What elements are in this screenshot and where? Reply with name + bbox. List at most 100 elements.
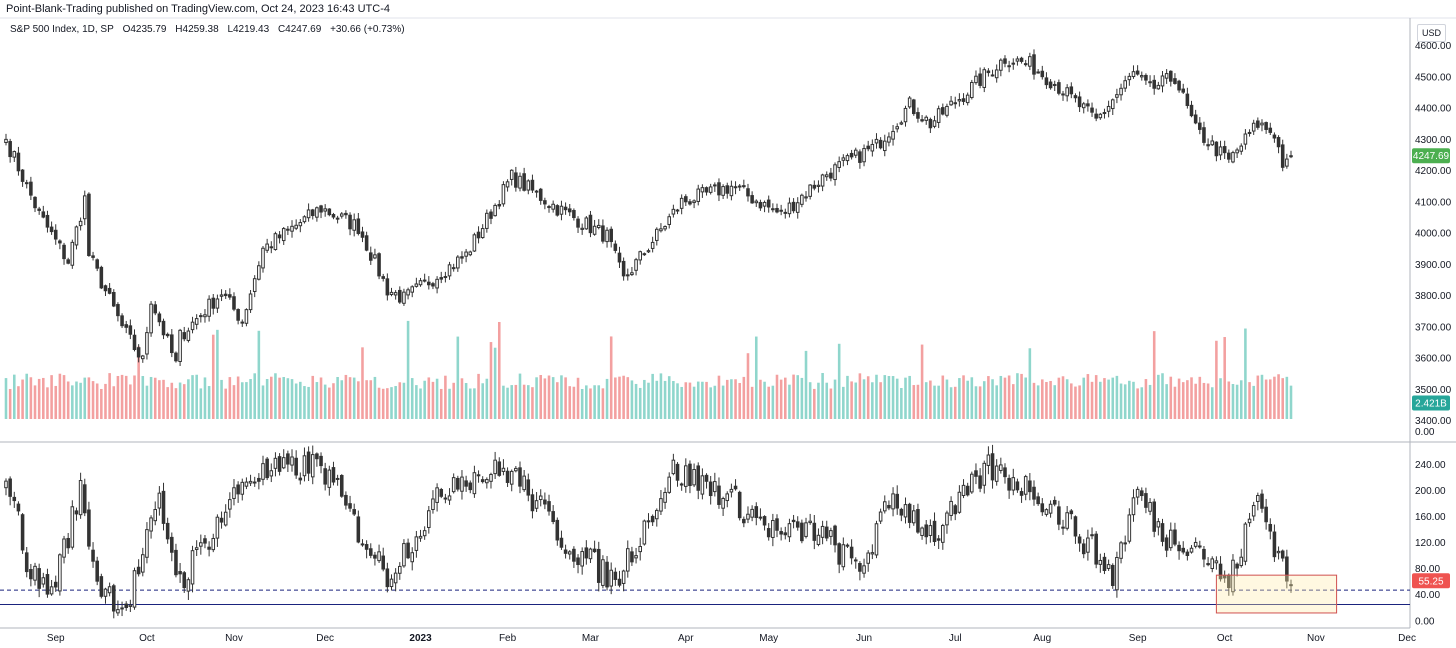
- candle-body: [965, 94, 970, 104]
- candle-body: [8, 141, 12, 158]
- volume-bar: [460, 378, 464, 419]
- volume-bar: [348, 377, 352, 419]
- volume-bar: [415, 385, 418, 419]
- oscillator-body: [16, 503, 21, 512]
- oscillator-body: [1052, 499, 1057, 505]
- symbol-name[interactable]: S&P 500 Index, 1D, SP: [10, 24, 114, 35]
- candle-body: [190, 321, 195, 331]
- volume-bar: [1148, 384, 1152, 419]
- volume-bar: [468, 388, 472, 419]
- oscillator-body: [1198, 545, 1202, 548]
- volume-bar: [1227, 381, 1231, 419]
- oscillator-body: [53, 581, 58, 588]
- price-tick-label: 4600.00: [1415, 41, 1452, 52]
- candle-body: [120, 315, 124, 327]
- candle-body: [957, 99, 962, 102]
- volume-bar: [133, 375, 136, 419]
- volume-bar: [13, 374, 16, 419]
- volume-bar: [352, 377, 356, 419]
- oscillator-body: [833, 525, 837, 546]
- volume-bar: [900, 387, 903, 419]
- candle-body: [961, 98, 966, 102]
- candle-body: [368, 252, 373, 261]
- candle-body: [398, 289, 402, 303]
- oscillator-body: [153, 509, 158, 522]
- candle-body: [1023, 63, 1028, 66]
- oscillator-body: [103, 588, 108, 597]
- candle-body: [584, 217, 589, 230]
- oscillator-body: [982, 462, 987, 486]
- candle-body: [377, 253, 381, 277]
- oscillator-body: [858, 562, 862, 572]
- volume-bar: [332, 383, 335, 419]
- candle-body: [215, 298, 220, 309]
- currency-button[interactable]: USD: [1417, 24, 1446, 42]
- candle-body: [1239, 145, 1244, 152]
- candle-body: [804, 196, 808, 199]
- candle-body: [157, 313, 162, 323]
- oscillator-body: [497, 461, 502, 476]
- volume-bar: [145, 385, 149, 419]
- candle-body: [659, 228, 663, 232]
- candle-body: [1032, 54, 1036, 75]
- candle-body: [1222, 146, 1227, 154]
- volume-bar: [1020, 373, 1023, 419]
- candle-body: [617, 252, 622, 263]
- oscillator-body: [281, 457, 286, 469]
- oscillator-body: [1069, 510, 1074, 515]
- oscillator-body: [1251, 505, 1256, 517]
- candle-body: [742, 185, 746, 188]
- volume-bar: [427, 377, 431, 419]
- candle-body: [953, 102, 958, 105]
- candle-body: [240, 321, 245, 324]
- candle-body: [74, 226, 79, 246]
- candle-body: [634, 259, 638, 271]
- symbol-legend: S&P 500 Index, 1D, SP O4235.79 H4259.38 …: [10, 24, 411, 35]
- candle-body: [899, 122, 904, 125]
- volume-bar: [1082, 377, 1086, 419]
- oscillator-body: [485, 479, 489, 484]
- volume-bar: [958, 378, 961, 419]
- candle-body: [882, 140, 887, 152]
- oscillator-body: [1164, 537, 1169, 551]
- candle-body: [132, 334, 137, 350]
- oscillator-body: [688, 463, 692, 487]
- volume-bar: [974, 386, 978, 419]
- oscillator-body: [186, 579, 191, 592]
- publisher-header: Point-Blank-Trading published on Trading…: [6, 3, 390, 15]
- price-tick-label: 3500.00: [1415, 385, 1452, 396]
- candle-body: [684, 196, 688, 203]
- volume-bar: [539, 375, 543, 419]
- oscillator-body: [965, 485, 970, 496]
- volume-bar: [129, 384, 132, 419]
- volume-bar: [1078, 385, 1081, 419]
- candle-body: [530, 179, 535, 191]
- volume-bar: [1273, 376, 1276, 419]
- oscillator-layer: [0, 444, 1410, 619]
- oscillator-body: [547, 501, 551, 512]
- oscillator-body: [1098, 559, 1103, 565]
- volume-bar: [261, 385, 265, 419]
- candle-body: [1247, 131, 1252, 134]
- candle-body: [66, 259, 70, 264]
- candle-body: [1210, 140, 1215, 146]
- candle-body: [29, 181, 33, 196]
- axis-layer: 4600.00 4500.00 4400.00 4300.00 4200.00 4100.…: [1412, 41, 1452, 627]
- volume-bar: [804, 350, 808, 419]
- candle-body: [331, 214, 336, 218]
- candle-body: [99, 266, 104, 289]
- oscillator-body: [331, 467, 336, 483]
- volume-bar: [394, 386, 397, 419]
- candle-body: [87, 193, 91, 257]
- oscillator-body: [199, 542, 203, 547]
- volume-bar: [982, 381, 986, 419]
- candle-body: [1044, 77, 1049, 86]
- volume-bar: [643, 379, 646, 419]
- oscillator-body: [576, 557, 580, 566]
- volume-bar: [750, 386, 754, 419]
- candle-body: [373, 254, 377, 259]
- oscillator-body: [136, 566, 141, 575]
- candle-body: [199, 315, 203, 318]
- candle-body: [385, 278, 390, 296]
